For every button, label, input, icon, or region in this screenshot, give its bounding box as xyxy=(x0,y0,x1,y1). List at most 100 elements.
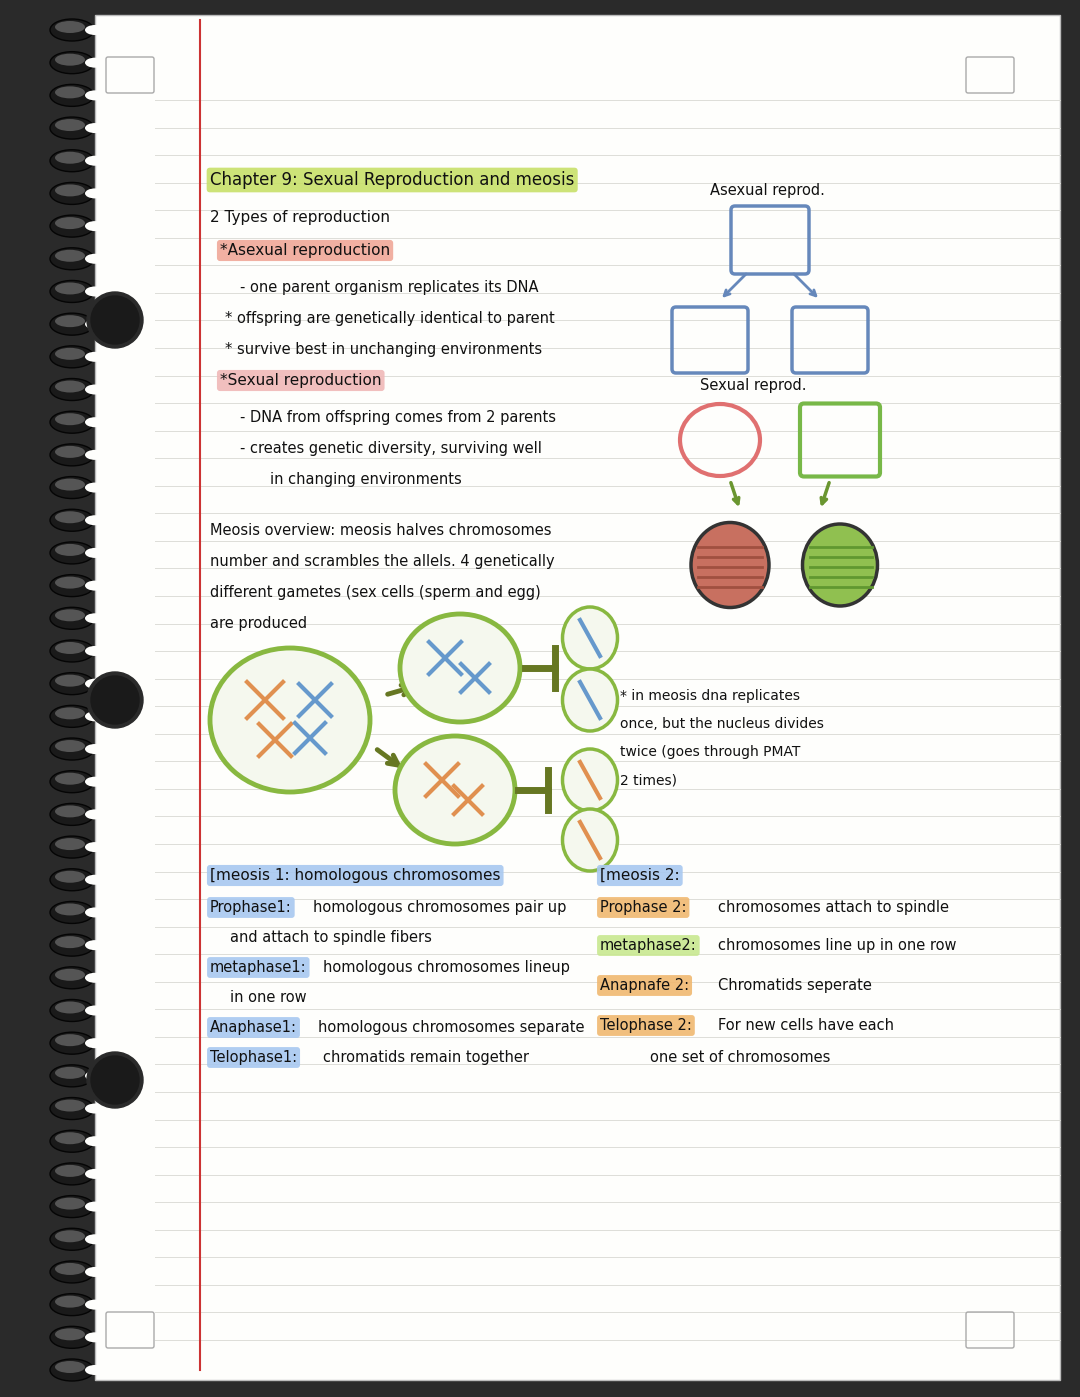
Ellipse shape xyxy=(85,1169,105,1179)
Text: twice (goes through PMAT: twice (goes through PMAT xyxy=(620,745,800,759)
Text: in changing environments: in changing environments xyxy=(270,472,462,488)
Ellipse shape xyxy=(563,608,618,669)
Text: different gametes (sex cells (sperm and egg): different gametes (sex cells (sperm and … xyxy=(210,585,541,599)
Ellipse shape xyxy=(55,1197,85,1210)
Ellipse shape xyxy=(50,967,94,989)
Ellipse shape xyxy=(55,543,85,556)
Ellipse shape xyxy=(85,1333,105,1343)
Ellipse shape xyxy=(85,1038,105,1048)
Ellipse shape xyxy=(210,648,370,792)
Ellipse shape xyxy=(85,319,105,330)
Ellipse shape xyxy=(85,450,105,460)
Text: Prophase1:: Prophase1: xyxy=(210,900,292,915)
Text: Asexual reprod.: Asexual reprod. xyxy=(710,183,825,198)
Ellipse shape xyxy=(55,936,85,949)
Text: metaphase2:: metaphase2: xyxy=(600,937,697,953)
Ellipse shape xyxy=(55,119,85,131)
Ellipse shape xyxy=(85,1104,105,1113)
Text: chromosomes line up in one row: chromosomes line up in one row xyxy=(718,937,957,953)
Ellipse shape xyxy=(55,904,85,915)
Ellipse shape xyxy=(55,348,85,360)
Ellipse shape xyxy=(55,577,85,588)
Text: [meosis 1: homologous chromosomes: [meosis 1: homologous chromosomes xyxy=(210,868,500,883)
Ellipse shape xyxy=(85,57,105,67)
Ellipse shape xyxy=(50,1359,94,1382)
Ellipse shape xyxy=(85,286,105,296)
Ellipse shape xyxy=(50,835,94,858)
Ellipse shape xyxy=(50,84,94,106)
Ellipse shape xyxy=(85,809,105,820)
Ellipse shape xyxy=(50,608,94,629)
Ellipse shape xyxy=(85,548,105,557)
Text: homologous chromosomes pair up: homologous chromosomes pair up xyxy=(313,900,566,915)
Ellipse shape xyxy=(563,669,618,731)
Ellipse shape xyxy=(400,615,519,722)
Ellipse shape xyxy=(50,476,94,499)
Circle shape xyxy=(91,676,139,724)
Ellipse shape xyxy=(85,940,105,950)
Ellipse shape xyxy=(85,1267,105,1277)
Ellipse shape xyxy=(85,645,105,657)
Text: Telophase 2:: Telophase 2: xyxy=(600,1018,692,1032)
Ellipse shape xyxy=(50,313,94,335)
Ellipse shape xyxy=(55,479,85,490)
Ellipse shape xyxy=(55,414,85,425)
Ellipse shape xyxy=(55,250,85,261)
Ellipse shape xyxy=(55,707,85,719)
Ellipse shape xyxy=(395,736,515,844)
Ellipse shape xyxy=(50,869,94,891)
Ellipse shape xyxy=(50,1098,94,1119)
Ellipse shape xyxy=(85,842,105,852)
Ellipse shape xyxy=(85,221,105,231)
Ellipse shape xyxy=(55,643,85,654)
Ellipse shape xyxy=(55,870,85,883)
Ellipse shape xyxy=(85,1071,105,1081)
Ellipse shape xyxy=(85,777,105,787)
Text: For new cells have each: For new cells have each xyxy=(718,1018,894,1032)
Ellipse shape xyxy=(50,215,94,237)
Text: Prophase 2:: Prophase 2: xyxy=(600,900,687,915)
Ellipse shape xyxy=(85,91,105,101)
Ellipse shape xyxy=(50,281,94,303)
Ellipse shape xyxy=(50,803,94,826)
Ellipse shape xyxy=(55,184,85,197)
Ellipse shape xyxy=(55,968,85,981)
Ellipse shape xyxy=(50,542,94,564)
Ellipse shape xyxy=(50,1196,94,1218)
Text: - one parent organism replicates its DNA: - one parent organism replicates its DNA xyxy=(240,279,539,295)
Ellipse shape xyxy=(55,1002,85,1013)
Text: 2 Types of reproduction: 2 Types of reproduction xyxy=(210,210,390,225)
Ellipse shape xyxy=(55,53,85,66)
Ellipse shape xyxy=(50,1162,94,1185)
Text: metaphase1:: metaphase1: xyxy=(210,960,307,975)
Ellipse shape xyxy=(55,1132,85,1144)
Circle shape xyxy=(87,672,143,728)
Ellipse shape xyxy=(691,522,769,608)
Text: homologous chromosomes lineup: homologous chromosomes lineup xyxy=(323,960,570,975)
Ellipse shape xyxy=(50,1261,94,1282)
Ellipse shape xyxy=(85,875,105,884)
Ellipse shape xyxy=(85,254,105,264)
Ellipse shape xyxy=(55,773,85,785)
FancyBboxPatch shape xyxy=(95,15,1059,1380)
Ellipse shape xyxy=(55,806,85,817)
Ellipse shape xyxy=(802,524,877,606)
Ellipse shape xyxy=(55,609,85,622)
Circle shape xyxy=(91,1056,139,1104)
Text: 2 times): 2 times) xyxy=(620,773,677,787)
Ellipse shape xyxy=(55,282,85,295)
Ellipse shape xyxy=(85,908,105,918)
Ellipse shape xyxy=(85,25,105,35)
Text: - creates genetic diversity, surviving well: - creates genetic diversity, surviving w… xyxy=(240,441,542,455)
Ellipse shape xyxy=(50,1065,94,1087)
Ellipse shape xyxy=(50,1294,94,1316)
Ellipse shape xyxy=(50,738,94,760)
Text: Meosis overview: meosis halves chromosomes: Meosis overview: meosis halves chromosom… xyxy=(210,522,552,538)
Ellipse shape xyxy=(85,482,105,493)
Ellipse shape xyxy=(85,1136,105,1146)
Ellipse shape xyxy=(55,21,85,34)
Text: * survive best in unchanging environments: * survive best in unchanging environment… xyxy=(225,342,542,358)
Ellipse shape xyxy=(85,745,105,754)
Ellipse shape xyxy=(50,411,94,433)
Ellipse shape xyxy=(55,838,85,849)
